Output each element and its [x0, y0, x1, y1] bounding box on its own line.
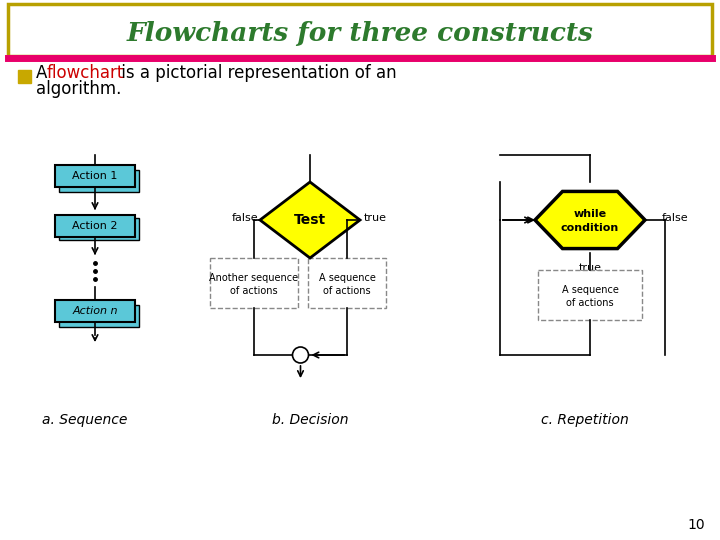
- Text: of actions: of actions: [230, 286, 278, 296]
- Text: 10: 10: [688, 518, 705, 532]
- Text: of actions: of actions: [566, 298, 614, 308]
- Text: is a pictorial representation of an: is a pictorial representation of an: [116, 64, 397, 82]
- Text: false: false: [662, 213, 688, 223]
- Bar: [55, 300, 135, 322]
- Text: Action n: Action n: [72, 306, 118, 316]
- Bar: [55, 215, 135, 237]
- Text: true: true: [578, 263, 601, 273]
- Bar: [308, 258, 386, 308]
- Bar: [59, 218, 139, 240]
- Bar: [59, 170, 139, 192]
- Bar: [55, 165, 135, 187]
- Text: c. Repetition: c. Repetition: [541, 413, 629, 427]
- Text: of actions: of actions: [323, 286, 371, 296]
- Text: while: while: [573, 209, 606, 219]
- Text: flowchart: flowchart: [47, 64, 125, 82]
- Text: A: A: [36, 64, 53, 82]
- Polygon shape: [260, 182, 360, 258]
- Bar: [538, 270, 642, 320]
- Polygon shape: [535, 191, 645, 248]
- Bar: [210, 258, 298, 308]
- Bar: [59, 305, 139, 327]
- Text: Action 2: Action 2: [72, 221, 118, 231]
- Text: algorithm.: algorithm.: [36, 80, 122, 98]
- Circle shape: [292, 347, 308, 363]
- Text: A sequence: A sequence: [562, 285, 618, 295]
- Text: Another sequence: Another sequence: [210, 273, 299, 283]
- Text: true: true: [364, 213, 387, 223]
- Text: b. Decision: b. Decision: [271, 413, 348, 427]
- Text: false: false: [232, 213, 258, 223]
- Text: Action 1: Action 1: [72, 171, 117, 181]
- Bar: [18, 70, 31, 83]
- Text: Test: Test: [294, 213, 326, 227]
- Bar: [8, 4, 712, 56]
- Text: Flowcharts for three constructs: Flowcharts for three constructs: [127, 21, 593, 45]
- Text: a. Sequence: a. Sequence: [42, 413, 127, 427]
- Text: A sequence: A sequence: [318, 273, 375, 283]
- Text: condition: condition: [561, 223, 619, 233]
